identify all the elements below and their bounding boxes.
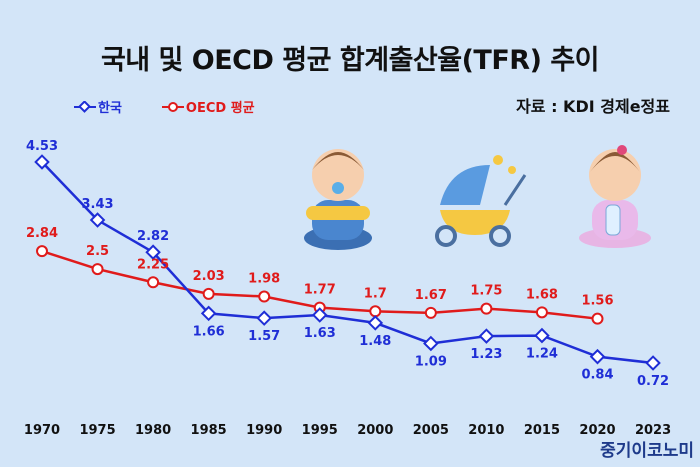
x-tick-label: 2000 — [357, 423, 393, 438]
oecd-data-label: 1.68 — [526, 287, 558, 302]
korea-data-point — [311, 307, 328, 323]
korea-data-point — [478, 328, 495, 344]
oecd-data-point — [258, 290, 271, 303]
legend-label-oecd: OECD 평균 — [185, 101, 255, 116]
korea-data-point — [256, 310, 272, 326]
korea-data-label: 1.66 — [193, 324, 225, 339]
korea-data-point — [534, 327, 550, 344]
x-tick-label: 2015 — [524, 423, 560, 438]
korea-data-label: 1.23 — [470, 347, 502, 362]
korea-data-label: 4.53 — [26, 139, 58, 154]
legend-marker-korea — [74, 100, 96, 113]
oecd-data-point — [424, 306, 437, 319]
korea-data-point — [367, 315, 384, 331]
oecd-data-point — [202, 287, 215, 300]
oecd-data-label: 1.75 — [470, 284, 502, 299]
korea-data-label: 0.84 — [581, 368, 613, 383]
x-tick-label: 1975 — [79, 423, 115, 438]
korea-data-label: 1.57 — [248, 329, 280, 344]
legend-item-oecd: OECD 평균 — [161, 97, 255, 116]
korea-data-point — [200, 305, 217, 322]
oecd-data-label: 2.84 — [26, 226, 58, 241]
baby-illustration-1 — [304, 149, 372, 250]
x-tick-label: 2005 — [413, 423, 449, 438]
korea-data-point — [34, 154, 50, 170]
oecd-data-label: 1.77 — [304, 283, 336, 298]
oecd-data-point — [36, 245, 48, 258]
logo: 중기이코노미 — [600, 441, 694, 461]
legend-label-korea: 한국 — [98, 101, 122, 116]
korea-data-label: 1.63 — [304, 326, 336, 341]
oecd-data-point — [369, 305, 382, 318]
korea-data-label: 2.82 — [137, 229, 169, 244]
oecd-data-label: 1.56 — [581, 294, 613, 309]
korea-data-point — [89, 212, 106, 228]
x-tick-label: 1980 — [135, 423, 171, 438]
legend-marker-oecd — [161, 101, 184, 112]
chart-title: 국내 및 OECD 평균 합계출산율(TFR) 추이 — [100, 45, 600, 76]
x-tick-label: 1970 — [24, 423, 60, 438]
oecd-data-point — [591, 312, 604, 325]
korea-data-label: 1.24 — [526, 347, 558, 362]
oecd-data-label: 2.25 — [137, 257, 169, 272]
oecd-data-label: 1.7 — [364, 286, 387, 301]
oecd-data-point — [535, 306, 548, 319]
oecd-data-label: 1.67 — [415, 288, 447, 303]
korea-data-label: 0.72 — [637, 374, 669, 389]
x-tick-label: 1990 — [246, 423, 282, 438]
korea-series-line — [41, 161, 654, 365]
korea-data-point — [589, 348, 606, 365]
korea-data-point — [423, 335, 439, 352]
korea-data-label: 3.43 — [82, 197, 114, 212]
korea-data-label: 1.09 — [415, 354, 447, 369]
oecd-data-point — [147, 276, 160, 289]
oecd-data-label: 1.98 — [248, 272, 280, 287]
oecd-data-label: 2.03 — [193, 269, 225, 284]
x-tick-label: 2020 — [579, 423, 615, 438]
oecd-data-point — [91, 263, 104, 276]
oecd-data-point — [480, 302, 493, 315]
oecd-data-label: 2.5 — [86, 244, 109, 259]
legend: 한국 OECD 평균 — [74, 97, 255, 116]
korea-data-label: 1.48 — [359, 334, 391, 349]
korea-data-point — [145, 244, 161, 260]
legend-item-korea: 한국 — [74, 97, 122, 116]
x-tick-label: 1985 — [191, 423, 227, 438]
source-note: 자료 : KDI 경제e정표 — [516, 97, 670, 116]
stroller-illustration — [435, 155, 527, 247]
x-tick-label: 2010 — [468, 423, 504, 438]
baby-illustration-2 — [579, 145, 651, 248]
korea-data-point — [645, 355, 661, 371]
x-tick-label: 2023 — [635, 423, 671, 438]
x-tick-label: 1995 — [302, 423, 338, 438]
